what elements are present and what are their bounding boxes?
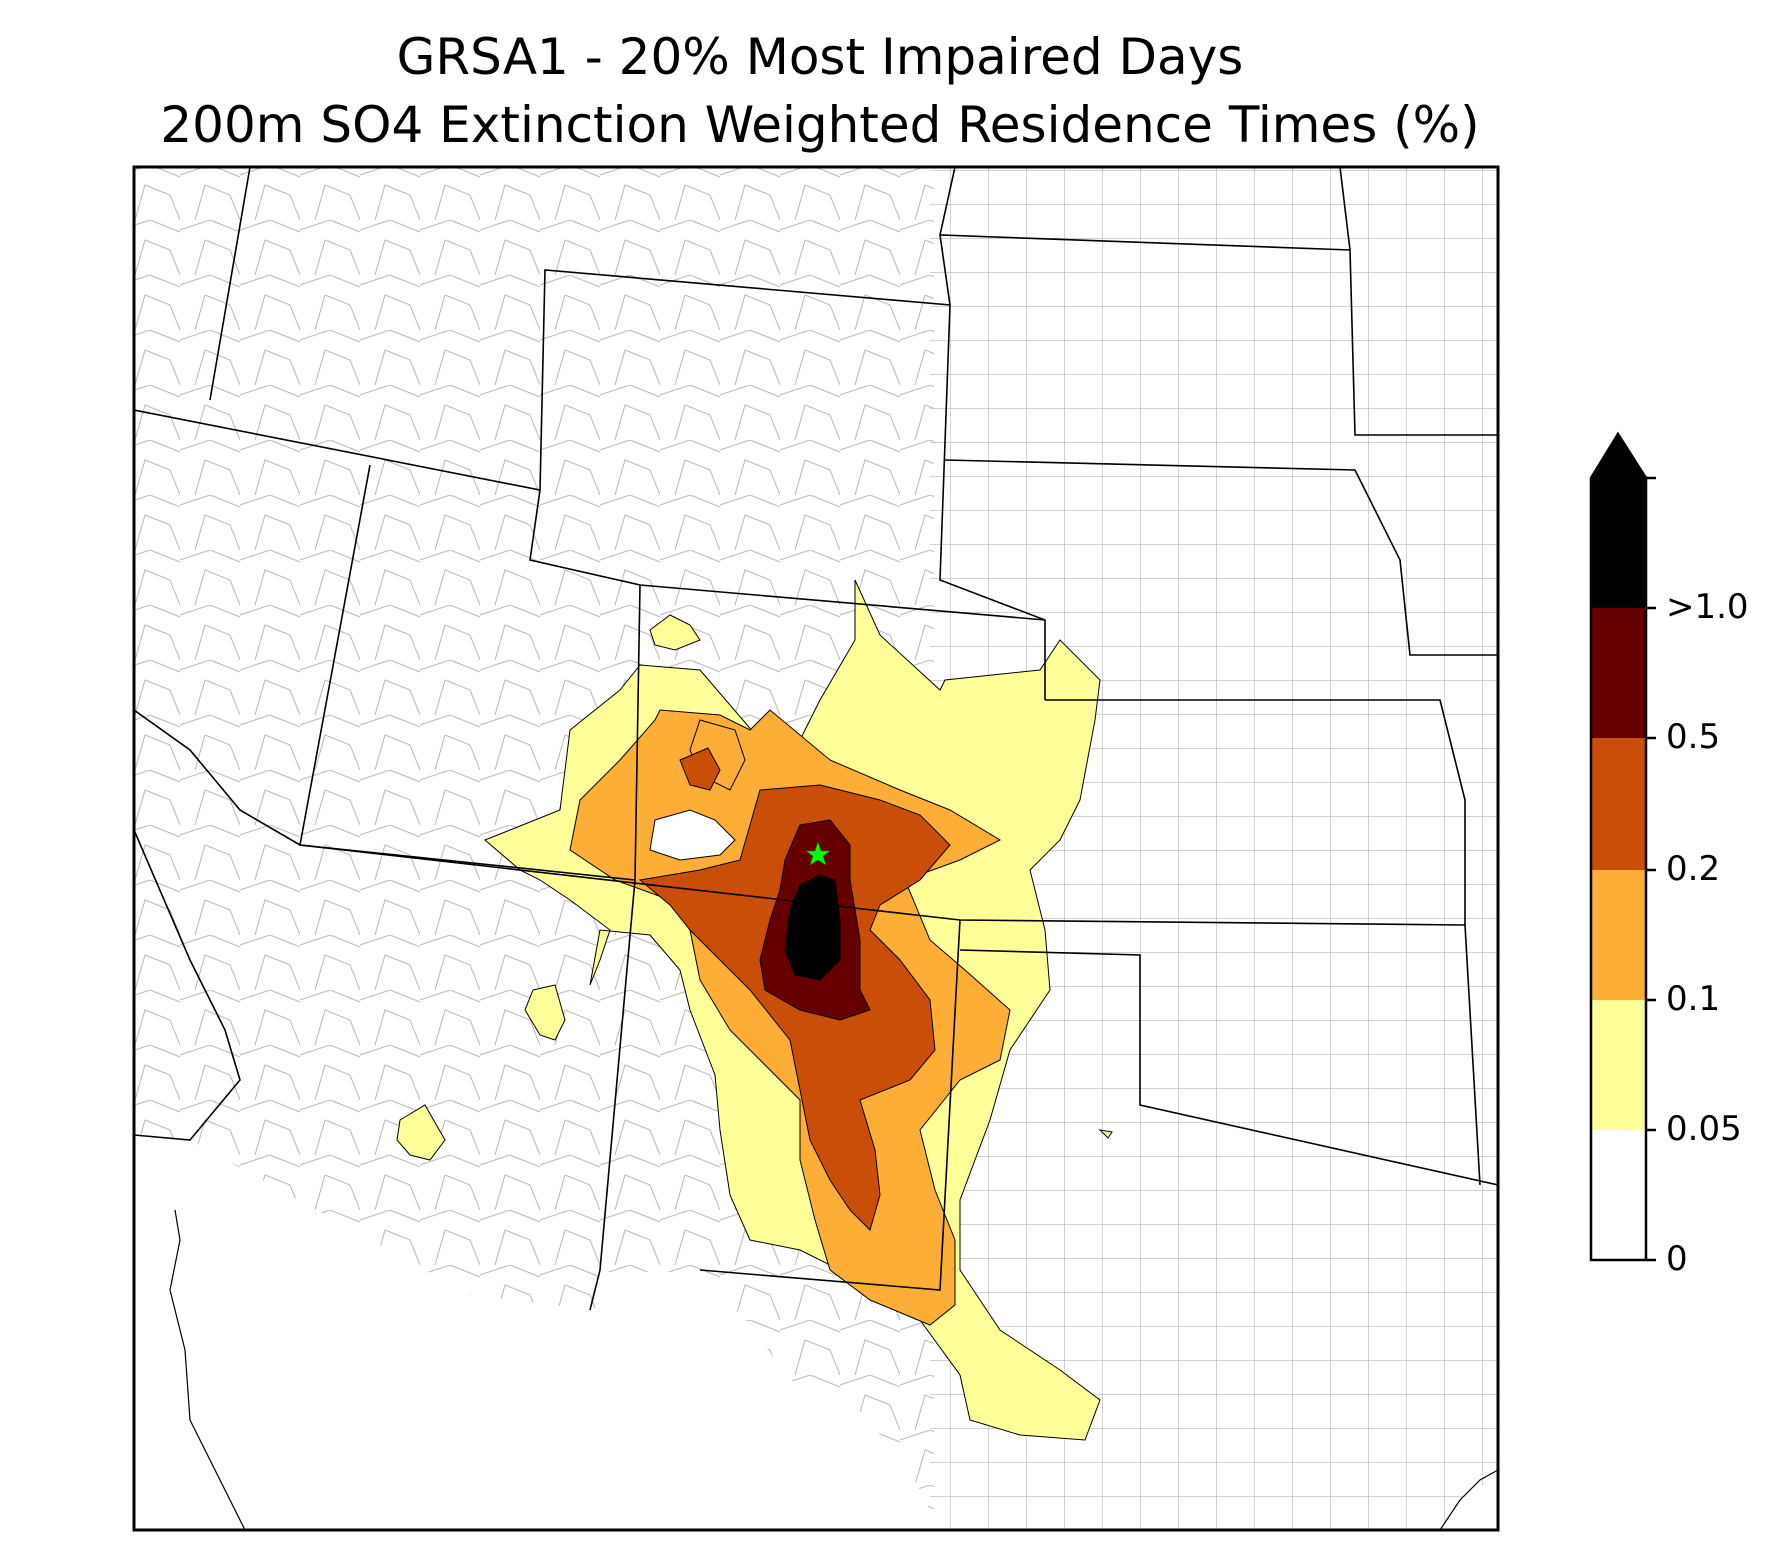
- colorbar-segment-over-1.0: [1591, 478, 1646, 608]
- gulf-area: [1440, 1480, 1498, 1530]
- colorbar-tick-label-0.05: 0.05: [1666, 1109, 1742, 1149]
- colorbar-tick-label-0.5: 0.5: [1666, 717, 1721, 757]
- colorbar-tick-label-0: 0: [1666, 1239, 1688, 1279]
- colorbar-segment-0.1-0.2: [1591, 870, 1646, 1000]
- colorbar-ticks: [1646, 476, 1656, 1262]
- colorbar-tick-label-0.2: 0.2: [1666, 849, 1721, 889]
- colorbar-extend-arrow: [1591, 434, 1646, 478]
- colorbar-tick-label-1.0: >1.0: [1666, 587, 1749, 627]
- baja-coastline: [169, 1209, 246, 1530]
- site-marker-star: [805, 841, 831, 866]
- colorbar-segment-0.5-1.0: [1591, 608, 1646, 738]
- state-borders: [134, 167, 1498, 1311]
- gulf-coastline: [1439, 1469, 1498, 1530]
- map-area: [134, 167, 1498, 1530]
- colorbar: [1589, 431, 1656, 1262]
- colorbar-tick-label-0.1: 0.1: [1666, 979, 1721, 1019]
- mexico-area: [134, 1135, 940, 1530]
- colorbar-segment-0.05-0.1: [1591, 1000, 1646, 1130]
- colorbar-segment-0.2-0.5: [1591, 738, 1646, 870]
- colorbar-outline: [1589, 431, 1648, 1262]
- colorbar-segment-0-0.05: [1591, 1130, 1646, 1260]
- map-title-line-1: GRSA1 - 20% Most Impaired Days: [396, 28, 1244, 86]
- map-title-line-2: 200m SO4 Extinction Weighted Residence T…: [160, 96, 1480, 154]
- map-frame: [132, 165, 1500, 1532]
